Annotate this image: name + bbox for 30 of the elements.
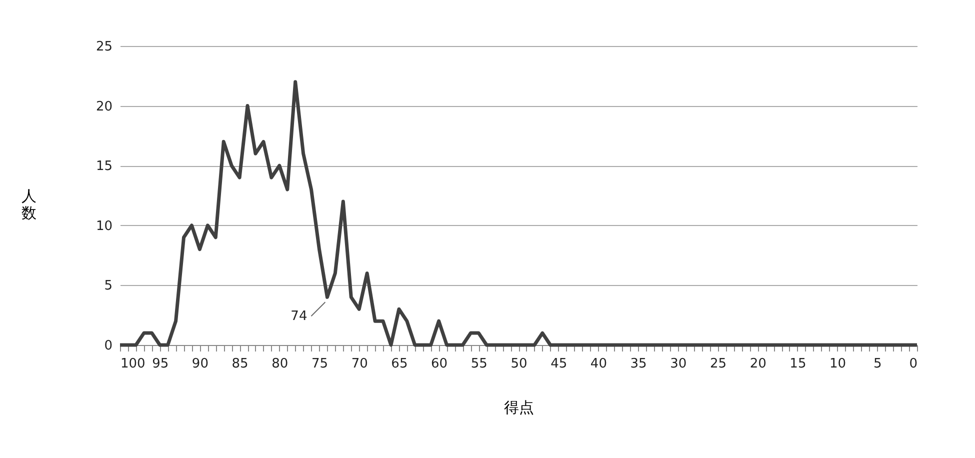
x-tick-label: 10 — [830, 356, 846, 372]
y-tick-label: 15 — [96, 159, 112, 174]
x-tick-label: 20 — [750, 356, 766, 372]
x-tick-label: 90 — [192, 356, 208, 372]
x-tick-label: 0 — [909, 356, 918, 372]
x-tick-label: 100 — [120, 356, 146, 372]
y-tick-label: 5 — [104, 278, 112, 294]
x-tick-label: 70 — [351, 356, 368, 372]
annotation: 74 — [290, 309, 308, 324]
x-tick-label: 85 — [232, 356, 248, 372]
x-tick-label: 50 — [510, 356, 528, 372]
x-tick-label: 5 — [874, 356, 882, 372]
y-tick-label: 20 — [96, 99, 112, 114]
x-tick-label: 80 — [272, 356, 288, 372]
x-tick-label: 45 — [550, 356, 568, 372]
y-tick-label: 10 — [96, 218, 112, 234]
y-tick-label: 0 — [104, 338, 112, 354]
x-tick-label: 65 — [391, 356, 408, 372]
x-tick-label: 55 — [470, 356, 488, 372]
x-tick-label: 30 — [670, 356, 687, 372]
x-tick-label: 35 — [630, 356, 647, 372]
y-tick-label: 25 — [96, 40, 112, 54]
x-tick-label: 60 — [431, 356, 448, 372]
x-axis-title: 得点 — [504, 398, 534, 416]
x-tick-label: 95 — [152, 356, 169, 372]
x-tick-label: 75 — [311, 356, 328, 372]
x-tick-label: 40 — [590, 356, 607, 372]
x-tick-label: 15 — [790, 356, 806, 372]
y-axis-title: 人数 — [21, 187, 36, 222]
x-tick-label: 25 — [710, 356, 727, 372]
